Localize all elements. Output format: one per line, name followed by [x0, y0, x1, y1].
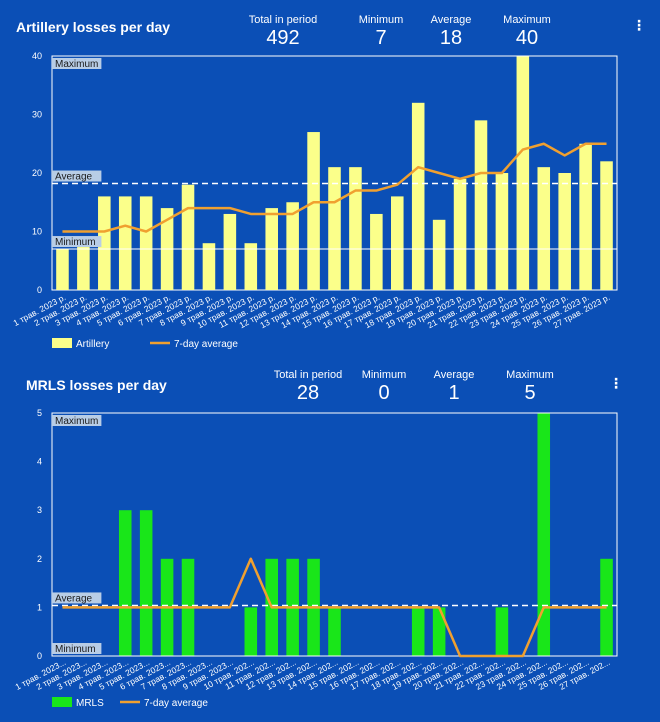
- stat-value: 7: [375, 27, 387, 49]
- bar: [370, 213, 383, 290]
- stat-value: 0: [378, 382, 390, 404]
- stat-maximum: Maximum 5: [475, 369, 585, 405]
- bar: [474, 120, 488, 290]
- bar: [328, 607, 341, 656]
- chart-title: Artillery losses per day: [16, 19, 171, 35]
- bar: [77, 237, 90, 290]
- chart-title: MRLS losses per day: [26, 377, 167, 393]
- stat-label: Maximum: [503, 14, 551, 26]
- y-tick-label: 3: [37, 505, 42, 515]
- bar: [223, 213, 237, 290]
- stat-label: Maximum: [506, 369, 554, 381]
- stat-value: 492: [266, 27, 300, 49]
- stat-label: Minimum: [358, 14, 404, 26]
- stat-value: 1: [448, 382, 460, 404]
- bar: [181, 184, 195, 290]
- stat-value: 5: [524, 382, 536, 404]
- legend-swatch-bar: [52, 697, 72, 707]
- reference-label: Maximum: [55, 416, 98, 427]
- bar: [537, 167, 551, 290]
- bar: [411, 607, 425, 656]
- stat-average: Average 1: [399, 369, 509, 405]
- y-tick-label: 20: [32, 168, 42, 178]
- bar: [98, 196, 111, 290]
- more-options-icon[interactable]: ⋮: [632, 17, 646, 33]
- legend-swatch-bar: [52, 338, 72, 348]
- y-tick-label: 0: [37, 651, 42, 661]
- bar: [432, 607, 446, 656]
- bar: [202, 243, 216, 290]
- stat-minimum: Minimum 7: [326, 14, 436, 50]
- bar: [328, 167, 341, 290]
- stat-value: 28: [296, 382, 320, 404]
- stat-value: 18: [439, 27, 463, 49]
- bar: [537, 413, 551, 656]
- bar: [139, 510, 153, 656]
- reference-label: Average: [55, 593, 93, 604]
- y-tick-label: 5: [37, 408, 42, 418]
- stat-label: Total in period: [273, 369, 343, 381]
- reference-label-bg: [52, 592, 102, 604]
- more-options-icon[interactable]: ⋮: [609, 375, 623, 391]
- bar: [516, 56, 530, 290]
- average-line: [62, 557, 607, 658]
- legend-label-bar: MRLS: [76, 698, 104, 709]
- reference-label: Maximum: [55, 59, 98, 70]
- reference-label: Average: [55, 172, 93, 183]
- stat-label: Minimum: [361, 369, 407, 381]
- artillery-panel: Artillery losses per day Total in period…: [0, 0, 660, 360]
- bar: [118, 196, 132, 290]
- bar: [579, 143, 592, 290]
- bar: [411, 102, 425, 290]
- stat-total: Total in period 492: [228, 14, 338, 50]
- reference-label-bg: [52, 58, 102, 69]
- stat-label: Total in period: [248, 14, 318, 26]
- reference-label-bg: [52, 415, 102, 426]
- bar: [244, 607, 258, 656]
- reference-label: Minimum: [55, 644, 96, 655]
- reference-label-bg: [52, 170, 102, 182]
- stat-average: Average 18: [396, 14, 506, 50]
- bar: [600, 161, 613, 290]
- y-tick-label: 30: [32, 110, 42, 120]
- bar: [56, 249, 69, 290]
- legend-label-bar: Artillery: [76, 339, 109, 350]
- bar: [118, 510, 132, 656]
- bar: [558, 173, 571, 290]
- stat-total: Total in period 28: [253, 369, 363, 405]
- reference-label-bg: [52, 643, 102, 654]
- y-tick-label: 10: [32, 227, 42, 237]
- bar: [391, 196, 404, 290]
- bar: [453, 178, 467, 290]
- bar: [432, 219, 446, 290]
- y-tick-label: 4: [37, 457, 42, 467]
- mrls-panel: MRLS losses per day Total in period 28 M…: [0, 360, 660, 722]
- stat-minimum: Minimum 0: [329, 369, 439, 405]
- bar: [286, 202, 299, 290]
- average-line: [62, 142, 607, 233]
- y-tick-label: 2: [37, 554, 42, 564]
- stat-label: Average: [430, 14, 472, 26]
- bar: [244, 243, 258, 290]
- y-tick-label: 40: [32, 51, 42, 61]
- reference-label: Minimum: [55, 237, 96, 248]
- y-tick-label: 1: [37, 602, 42, 612]
- y-tick-label: 0: [37, 285, 42, 295]
- bar: [495, 173, 509, 290]
- stat-value: 40: [515, 27, 539, 49]
- bar: [495, 607, 509, 656]
- legend-label-line: 7-day average: [174, 339, 238, 350]
- bar: [139, 196, 153, 290]
- stat-maximum: Maximum 40: [472, 14, 582, 50]
- reference-label-bg: [52, 236, 102, 248]
- bar: [349, 167, 362, 290]
- bar: [307, 132, 320, 290]
- stat-label: Average: [433, 369, 475, 381]
- legend-label-line: 7-day average: [144, 698, 208, 709]
